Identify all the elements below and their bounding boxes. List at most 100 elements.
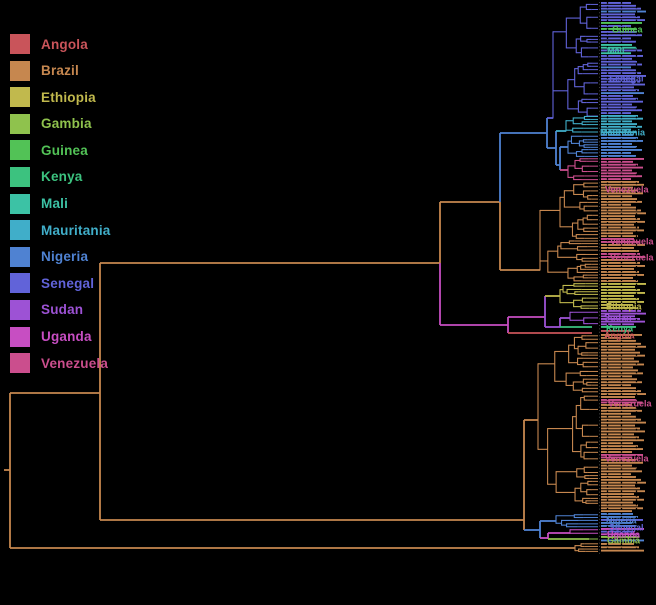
tip-label-row — [601, 320, 645, 323]
tip-label-row — [601, 40, 636, 43]
tip-label-row — [601, 22, 642, 24]
tip-label-row — [601, 412, 631, 415]
tip-label-row — [601, 495, 639, 498]
tip-label-row — [601, 215, 635, 218]
tip-label-row — [601, 189, 638, 192]
tip-country-annotation: Angola — [604, 330, 635, 340]
tip-label-row — [601, 421, 646, 424]
tip-label-row — [601, 143, 632, 145]
tip-country-annotation: Venezuela — [610, 236, 655, 246]
tip-label-row — [601, 516, 638, 518]
tip-country-annotation: Kenya — [606, 323, 634, 333]
tip-label-row — [601, 326, 636, 328]
tip-label-row — [601, 459, 638, 461]
tip-label-row — [601, 140, 643, 142]
tip-label-row — [601, 259, 635, 261]
tip-label-row — [601, 195, 632, 198]
tip-label-row — [601, 522, 632, 524]
tip-label-row — [601, 244, 645, 246]
tip-label-row — [601, 31, 637, 33]
tip-country-annotation: Gambia — [607, 535, 641, 545]
tip-label-row — [601, 123, 637, 126]
tip-country-annotation: Uganda — [607, 529, 641, 539]
tip-label-row — [601, 250, 639, 252]
legend-swatch — [10, 353, 30, 374]
legend-label: Gambia — [41, 116, 92, 132]
tip-label-row — [601, 52, 631, 55]
tip-label-row — [601, 97, 638, 100]
tip-country-annotation: Nigeria — [606, 515, 638, 525]
tip-label-row — [601, 501, 633, 504]
tip-label-row — [601, 203, 631, 206]
tip-label-row — [601, 34, 642, 37]
tip-label-row — [601, 519, 643, 521]
tip-label-row — [601, 280, 638, 282]
tip-label-row — [601, 304, 633, 306]
tip-label-row — [601, 298, 639, 300]
tip-label-row — [601, 109, 642, 112]
legend-label: Angola — [41, 36, 88, 52]
tip-label-row — [601, 427, 640, 430]
tip-label-row — [601, 323, 634, 326]
tip-label-row — [601, 178, 631, 181]
tip-label-row — [601, 360, 639, 363]
tip-label-row — [601, 513, 633, 515]
tip-label-row — [601, 186, 633, 189]
legend-item-sudan: Sudan — [10, 299, 111, 320]
legend-item-nigeria: Nigeria — [10, 246, 111, 267]
tip-label-row — [601, 473, 631, 476]
tip-label-row — [601, 433, 634, 436]
legend-item-angola: Angola — [10, 34, 111, 54]
tip-label-row — [601, 292, 645, 294]
tip-label-row — [601, 510, 632, 513]
legend-swatch — [10, 246, 30, 267]
tip-label-row — [601, 528, 644, 530]
tip-label-row — [601, 218, 640, 220]
tip-label-row — [601, 100, 643, 103]
tip-label-row — [601, 192, 643, 195]
tip-label-row — [601, 16, 640, 19]
tip-label-row — [601, 75, 646, 77]
tip-label-row — [601, 399, 637, 401]
tip-label-row — [601, 131, 636, 134]
legend-label: Uganda — [41, 329, 92, 345]
tip-label-row — [601, 66, 631, 69]
tip-label-row — [601, 345, 646, 348]
tip-label-row — [601, 166, 643, 169]
tip-label-row — [601, 436, 639, 439]
tip-label-row — [601, 369, 638, 372]
tip-label-row — [601, 301, 644, 303]
tip-label-row — [601, 424, 635, 427]
tip-label-row — [601, 83, 645, 86]
tip-label-row — [601, 172, 637, 175]
tip-label-row — [601, 525, 637, 527]
tip-label-row — [601, 103, 632, 106]
tip-label-row — [601, 7, 641, 10]
legend-label: Nigeria — [41, 249, 89, 265]
tip-label-row — [601, 418, 641, 421]
tip-label-row — [601, 456, 632, 459]
tip-label-row — [601, 396, 635, 398]
tip-label-row — [601, 146, 637, 148]
tip-label-row — [601, 265, 645, 267]
tip-label-row — [601, 238, 634, 240]
legend-item-kenya: Kenya — [10, 166, 111, 187]
tip-label-row — [601, 13, 635, 16]
tip-label-row — [601, 223, 634, 226]
tip-label-row — [601, 451, 632, 453]
legend-label: Senegal — [41, 275, 95, 291]
tip-label-row — [601, 169, 632, 172]
tip-label-row — [601, 198, 637, 200]
tip-label-row — [601, 493, 634, 496]
tip-label-row — [601, 454, 643, 456]
tip-label-row — [601, 490, 645, 493]
tip-label-row — [601, 57, 632, 60]
tip-label-row — [601, 384, 631, 387]
tip-label-row — [601, 160, 633, 163]
tip-label-row — [601, 315, 635, 318]
legend-item-ethiopia: Ethiopia — [10, 87, 111, 108]
tip-label-row — [601, 318, 640, 320]
tip-label-row — [601, 206, 636, 209]
legend-label: Mauritania — [41, 222, 111, 238]
